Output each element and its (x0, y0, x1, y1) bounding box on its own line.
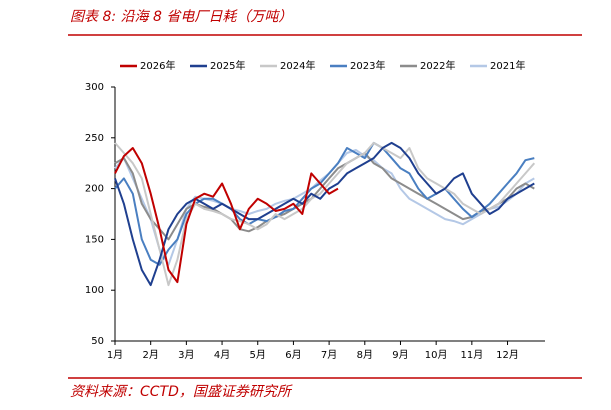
y-tick-label: 150 (85, 234, 104, 245)
x-tick-label: 1月 (107, 349, 123, 361)
y-tick-label: 100 (85, 285, 104, 296)
series-line (114, 147, 339, 284)
y-tick-label: 50 (91, 336, 104, 347)
legend-label: 2022年 (420, 59, 455, 72)
series-line (114, 141, 535, 266)
x-tick-label: 2月 (142, 349, 158, 361)
x-tick-label: 5月 (250, 349, 266, 361)
x-tick-label: 3月 (178, 349, 194, 361)
series-line (114, 149, 535, 266)
x-tick-label: 10月 (425, 349, 448, 361)
x-tick-label: 4月 (214, 349, 230, 361)
x-tick-label: 6月 (285, 349, 301, 361)
legend-label: 2023年 (350, 59, 385, 72)
x-tick-label: 11月 (460, 349, 483, 361)
series-line (114, 141, 535, 287)
legend-label: 2025年 (210, 59, 245, 72)
series-line (114, 152, 535, 241)
legend-label: 2024年 (280, 59, 315, 72)
y-tick-label: 200 (85, 184, 104, 195)
y-tick-label: 250 (85, 133, 104, 144)
legend-label: 2026年 (140, 59, 175, 72)
x-tick-label: 8月 (357, 349, 373, 361)
y-tick-label: 300 (85, 82, 104, 93)
x-tick-label: 7月 (321, 349, 337, 361)
x-tick-label: 9月 (392, 349, 408, 361)
source-note: 资料来源：CCTD，国盛证券研究所 (70, 384, 293, 400)
x-tick-label: 12月 (496, 349, 519, 361)
chart-title: 图表 8: 沿海 8 省电厂日耗（万吨） (70, 9, 292, 25)
legend-label: 2021年 (490, 59, 525, 72)
